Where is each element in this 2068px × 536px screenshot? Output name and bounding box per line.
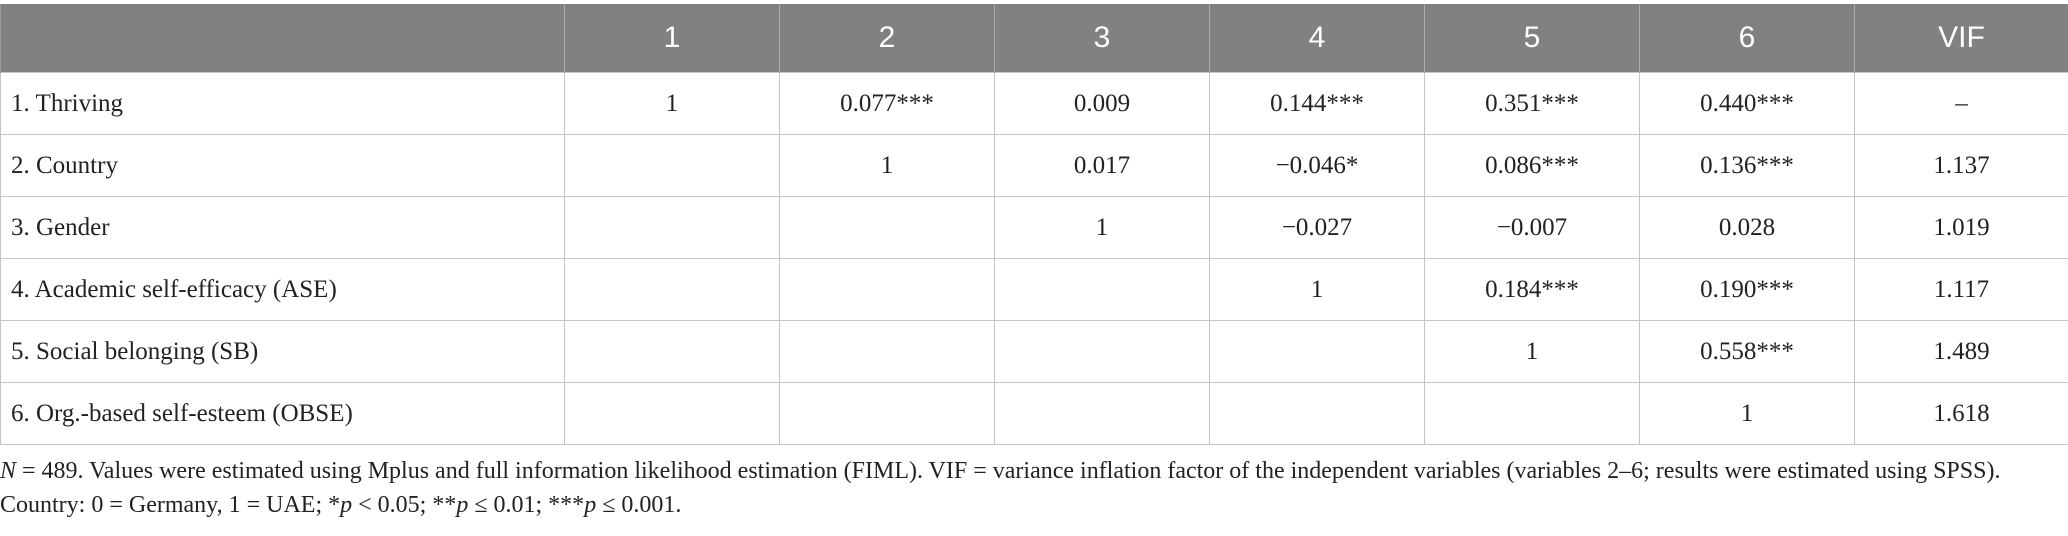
row-label: 3. Gender bbox=[0, 196, 565, 259]
header-cell-variable bbox=[0, 4, 565, 73]
footnote-n-symbol: N bbox=[0, 458, 17, 484]
header-cell-6: 6 bbox=[1639, 4, 1855, 73]
table-row: 3. Gender 1 −0.027 −0.007 0.028 1.019 bbox=[0, 196, 2068, 259]
footnote-p-symbol: p bbox=[456, 492, 469, 518]
table-row: 1. Thriving 1 0.077*** 0.009 0.144*** 0.… bbox=[0, 72, 2068, 135]
header-cell-5: 5 bbox=[1424, 4, 1640, 73]
table-cell bbox=[779, 196, 995, 259]
table-row: 6. Org.-based self-esteem (OBSE) 1 1.618 bbox=[0, 382, 2068, 445]
table-cell: 1 bbox=[1639, 382, 1855, 445]
table-cell: 0.144*** bbox=[1209, 72, 1425, 135]
table-cell: 0.028 bbox=[1639, 196, 1855, 259]
table-cell bbox=[564, 382, 780, 445]
table-cell: 0.009 bbox=[994, 72, 1210, 135]
header-row: 1 2 3 4 5 6 VIF bbox=[0, 4, 2068, 73]
table-cell-vif: 1.137 bbox=[1854, 134, 2068, 197]
table-row: 4. Academic self-efficacy (ASE) 1 0.184*… bbox=[0, 258, 2068, 321]
table-cell: 1 bbox=[1424, 320, 1640, 383]
correlation-table-container: 1 2 3 4 5 6 VIF 1. Thriving 1 0.077*** 0… bbox=[0, 4, 2068, 445]
row-label: 5. Social belonging (SB) bbox=[0, 320, 565, 383]
header-cell-1: 1 bbox=[564, 4, 780, 73]
table-row: 2. Country 1 0.017 −0.046* 0.086*** 0.13… bbox=[0, 134, 2068, 197]
table-cell bbox=[1424, 382, 1640, 445]
table-cell bbox=[564, 258, 780, 321]
row-label: 6. Org.-based self-esteem (OBSE) bbox=[0, 382, 565, 445]
row-label: 4. Academic self-efficacy (ASE) bbox=[0, 258, 565, 321]
table-cell: 1 bbox=[779, 134, 995, 197]
table-cell-vif: 1.019 bbox=[1854, 196, 2068, 259]
table-cell: −0.007 bbox=[1424, 196, 1640, 259]
table-cell: 0.077*** bbox=[779, 72, 995, 135]
header-cell-3: 3 bbox=[994, 4, 1210, 73]
header-cell-4: 4 bbox=[1209, 4, 1425, 73]
table-footnote: N = 489. Values were estimated using Mpl… bbox=[0, 454, 2050, 522]
table-cell bbox=[564, 196, 780, 259]
table-cell bbox=[779, 382, 995, 445]
footnote-text-3: ≤ 0.01; *** bbox=[468, 492, 585, 518]
table-cell: 0.136*** bbox=[1639, 134, 1855, 197]
table-cell: 0.190*** bbox=[1639, 258, 1855, 321]
correlation-table: 1 2 3 4 5 6 VIF 1. Thriving 1 0.077*** 0… bbox=[0, 4, 2068, 445]
table-cell bbox=[564, 320, 780, 383]
table-cell bbox=[779, 258, 995, 321]
table-cell: 1 bbox=[994, 196, 1210, 259]
table-cell: 1 bbox=[564, 72, 780, 135]
table-cell: −0.027 bbox=[1209, 196, 1425, 259]
footnote-text-1: = 489. Values were estimated using Mplus… bbox=[0, 458, 2001, 518]
table-cell bbox=[994, 320, 1210, 383]
footnote-p-symbol: p bbox=[584, 492, 597, 518]
header-cell-vif: VIF bbox=[1854, 4, 2068, 73]
table-cell: 0.086*** bbox=[1424, 134, 1640, 197]
table-cell: 1 bbox=[1209, 258, 1425, 321]
table-cell bbox=[779, 320, 995, 383]
header-cell-2: 2 bbox=[779, 4, 995, 73]
table-cell: −0.046* bbox=[1209, 134, 1425, 197]
table-cell bbox=[564, 134, 780, 197]
footnote-text-2: < 0.05; ** bbox=[352, 492, 457, 518]
table-cell-vif: – bbox=[1854, 72, 2068, 135]
table-cell: 0.351*** bbox=[1424, 72, 1640, 135]
table-cell bbox=[994, 258, 1210, 321]
table-cell: 0.017 bbox=[994, 134, 1210, 197]
table-row: 5. Social belonging (SB) 1 0.558*** 1.48… bbox=[0, 320, 2068, 383]
footnote-text-4: ≤ 0.001. bbox=[596, 492, 682, 518]
table-cell bbox=[1209, 320, 1425, 383]
table-cell-vif: 1.618 bbox=[1854, 382, 2068, 445]
table-cell: 0.440*** bbox=[1639, 72, 1855, 135]
table-cell-vif: 1.117 bbox=[1854, 258, 2068, 321]
table-cell bbox=[1209, 382, 1425, 445]
footnote-p-symbol: p bbox=[340, 492, 353, 518]
row-label: 1. Thriving bbox=[0, 72, 565, 135]
row-label: 2. Country bbox=[0, 134, 565, 197]
table-cell-vif: 1.489 bbox=[1854, 320, 2068, 383]
table-cell: 0.558*** bbox=[1639, 320, 1855, 383]
table-cell bbox=[994, 382, 1210, 445]
table-cell: 0.184*** bbox=[1424, 258, 1640, 321]
